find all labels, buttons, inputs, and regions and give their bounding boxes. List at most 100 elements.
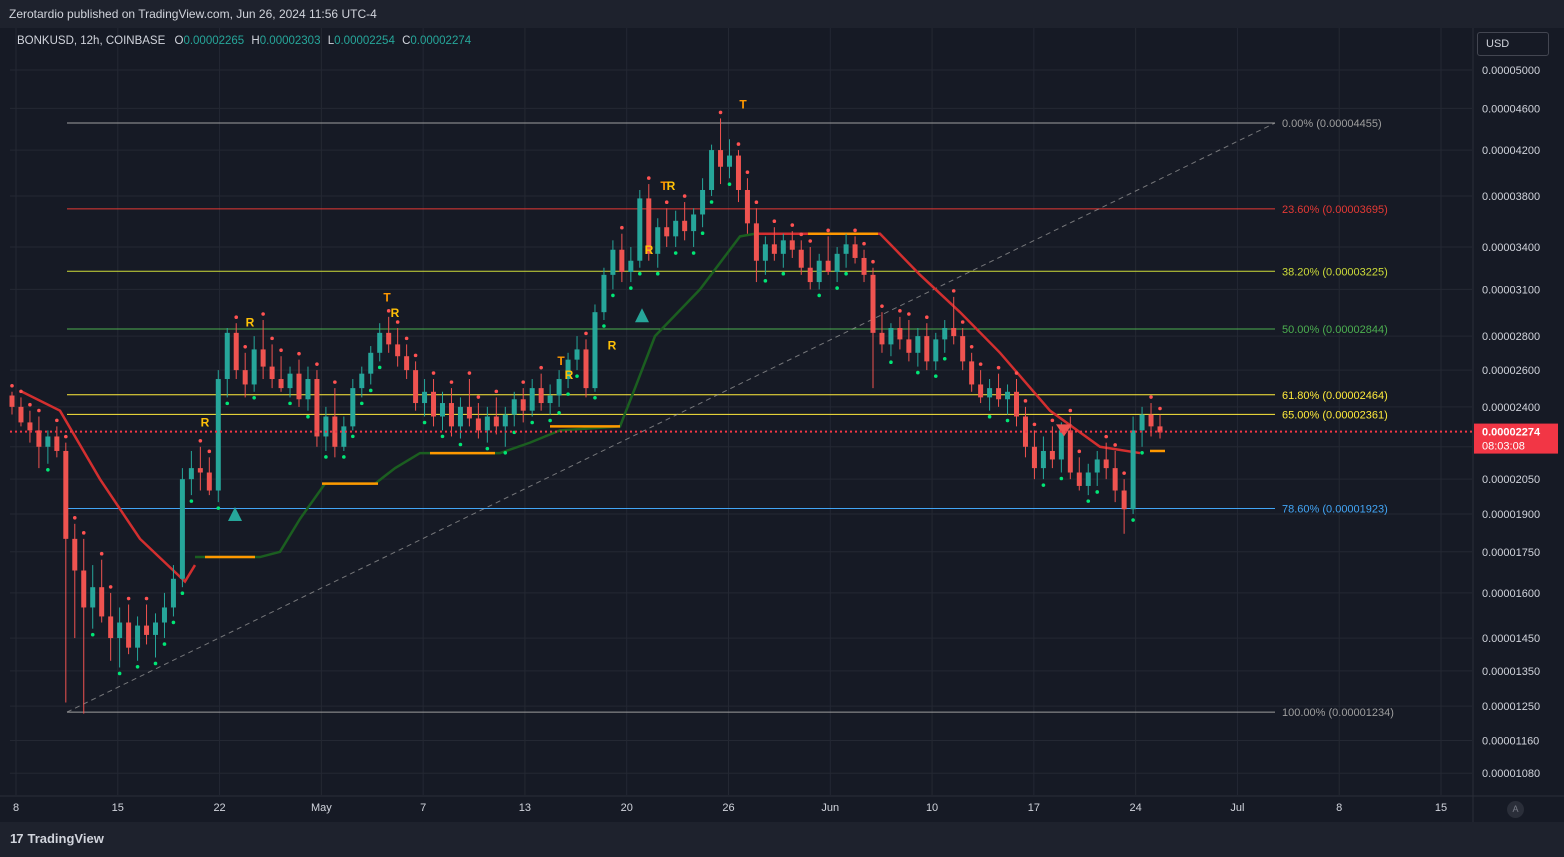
candle-body [323,416,329,437]
candle-body [709,150,715,190]
time-tick-label: 26 [722,802,734,814]
candle-body [1058,430,1064,460]
trend-dot [19,389,23,394]
candle-body [188,468,194,480]
trend-dot [745,170,750,175]
price-tick-label: 0.00004600 [1482,103,1540,115]
trend-dot [530,420,534,425]
trend-dot [162,642,167,646]
price-tick-label: 0.00002800 [1482,331,1540,343]
candle-body [978,384,984,398]
candle-body [377,332,383,353]
trend-dot [871,259,875,264]
candle-body [269,366,275,380]
candle-body [987,388,993,398]
fib-level-label: 61.80% (0.00002464) [1282,390,1388,402]
trend-dot [99,551,104,556]
fib-level-label: 50.00% (0.00002844) [1282,324,1388,336]
candle-body [431,391,437,417]
countdown-value: 08:03:08 [1482,441,1525,453]
price-tick-label: 0.00003400 [1482,242,1540,254]
candle-body [153,622,158,635]
tradingview-logo[interactable]: 17 TradingView [10,831,104,846]
auto-scale-button[interactable]: A [1507,801,1524,818]
candle-body [619,249,625,272]
trend-dot [413,353,418,358]
price-tick-label: 0.00001750 [1482,547,1540,559]
candle-body [1103,459,1109,469]
candle-body [529,388,535,411]
candle-body [484,416,490,431]
trend-dot [754,200,759,205]
trend-dot [440,434,445,439]
candle-body [574,349,580,360]
price-tick-label: 0.00004200 [1482,145,1540,157]
candle-body [108,616,114,639]
supertrend-line [21,232,1165,584]
trend-dot [1005,418,1010,423]
time-tick-label: 10 [926,802,938,814]
candle-body [583,349,589,389]
trend-dot [333,380,337,384]
trend-dot [1149,395,1153,399]
candle-body [466,406,472,419]
time-tick-label: Jul [1230,802,1244,814]
trend-dot [548,418,552,423]
fib-level-label: 65.00% (0.00002361) [1282,409,1388,421]
candle-body [350,388,356,427]
trend-dot [960,320,965,324]
trend-dot [279,348,283,353]
candle-body [646,198,652,254]
trend-dot [942,357,947,361]
candle-body [413,370,419,404]
trend-dot [1041,483,1046,487]
signal-label: T [383,290,391,304]
low-value: 0.00002254 [334,35,395,47]
candle-body [332,416,338,447]
top-bar: Zerotardio published on TradingView.com,… [0,0,1564,28]
trend-dot [1068,408,1073,413]
trend-dot [216,506,221,510]
candle-body [628,260,634,272]
candle-body [744,189,750,224]
trend-dot [799,232,804,237]
fib-level-label: 78.60% (0.00001923) [1282,504,1388,516]
trend-dot [727,182,732,187]
trend-dot [171,620,176,625]
candle-body [538,388,544,404]
bottom-bar: 17 TradingView [0,822,1564,857]
trend-dot [189,499,194,503]
trend-dot [629,286,633,290]
candle-body [233,332,239,371]
trend-dot [844,271,848,276]
trend-dot [987,414,992,419]
trend-dot [225,401,230,406]
candle-body [1085,472,1091,486]
trend-dot [539,365,543,370]
candle-body [771,244,777,254]
time-tick-label: Jun [821,802,839,814]
trend-dot [351,434,355,439]
trend-dot [1095,490,1100,494]
trend-dot [978,362,983,366]
time-tick-label: 24 [1130,802,1142,814]
time-tick-label: May [311,802,332,814]
candle-body [404,356,410,371]
trend-dot [422,420,427,425]
trend-dot [46,467,50,472]
trend-dot [602,324,606,328]
candle-body [368,352,374,374]
trend-dot [386,309,391,313]
trend-dot [467,371,472,375]
fib-level-label: 100.00% (0.00001234) [1282,707,1394,719]
candle-body [197,468,203,473]
trend-dot [817,293,821,298]
trend-dot [951,289,956,293]
trend-dot [10,384,14,388]
price-tick-label: 0.00002400 [1482,402,1540,414]
tradingview-brand: TradingView [27,831,104,846]
time-tick-label: 8 [1336,802,1342,814]
candle-body [251,349,257,385]
currency-button[interactable]: USD [1477,32,1549,56]
